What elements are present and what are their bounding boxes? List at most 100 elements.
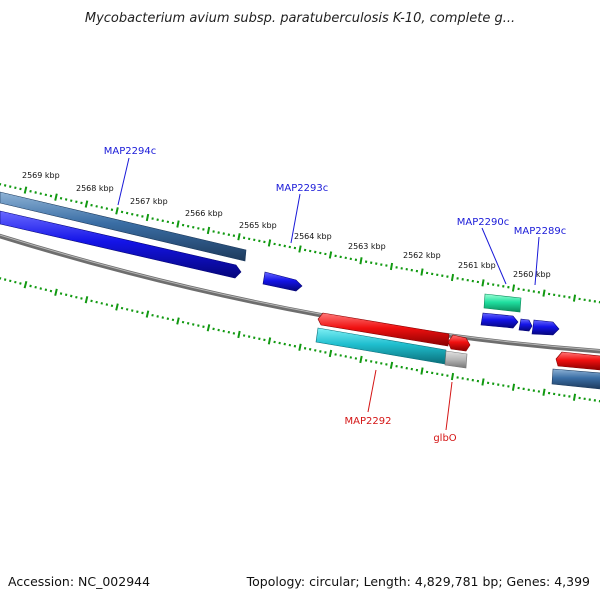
inner-minor-tick [217, 328, 220, 332]
inner-major-tick [450, 372, 455, 381]
outer-minor-tick [95, 205, 98, 208]
gene-bar-right-edge[interactable] [551, 368, 600, 390]
outer-major-tick [450, 273, 455, 282]
inner-minor-tick [283, 342, 286, 346]
inner-major-tick [328, 349, 333, 358]
gene-label-map2289c[interactable]: MAP2289c [514, 226, 566, 237]
outer-major-tick [328, 251, 333, 259]
outer-major-tick [420, 268, 424, 276]
inner-major-tick [359, 355, 363, 364]
outer-minor-tick [29, 189, 32, 193]
ruler-label-2568: 2568 kbp [76, 184, 114, 193]
inner-major-tick [54, 288, 58, 296]
outer-major-tick [542, 289, 546, 297]
cds-arrow-map2294c[interactable] [0, 210, 242, 279]
outer-minor-tick [166, 220, 170, 224]
inner-major-tick [23, 281, 28, 289]
cds-arrow-right-edge[interactable] [555, 351, 600, 371]
map-title: Mycobacterium avium subsp. paratuberculo… [85, 11, 515, 26]
outer-minor-tick [44, 193, 48, 197]
gene-bar-map2294c[interactable] [0, 191, 247, 262]
cds-arrow-glbo[interactable] [447, 334, 471, 352]
inner-major-tick [481, 378, 485, 386]
inner-minor-tick [202, 325, 205, 329]
inner-major-tick [389, 361, 394, 369]
inner-minor-tick [80, 297, 83, 300]
gene-label-map2294c[interactable]: MAP2294c [104, 146, 156, 157]
inner-minor-tick [90, 299, 93, 303]
inner-minor-tick [95, 300, 98, 304]
outer-minor-tick [217, 231, 220, 234]
outer-major-tick [389, 262, 394, 271]
inner-minor-tick [9, 279, 12, 283]
outer-minor-tick [9, 185, 12, 188]
gene-label-glbo[interactable]: glbO [433, 433, 456, 444]
outer-minor-tick [375, 262, 378, 265]
outer-minor-tick [247, 237, 251, 241]
inner-minor-tick [141, 311, 144, 315]
gene-label-map2292[interactable]: MAP2292 [345, 416, 392, 427]
inner-minor-tick [59, 292, 63, 295]
inner-minor-tick [14, 280, 17, 284]
inner-minor-tick [49, 289, 53, 293]
cds-arrow-map2292[interactable] [317, 312, 450, 347]
outer-minor-tick [64, 198, 68, 201]
inner-minor-tick [131, 309, 134, 312]
outer-minor-tick [14, 186, 17, 190]
forward-strand-features [315, 312, 600, 390]
inner-major-tick [420, 367, 424, 375]
outer-minor-tick [110, 208, 114, 212]
leader-map2293c [290, 193, 301, 244]
outer-minor-tick [90, 203, 93, 207]
outer-minor-tick [120, 210, 124, 214]
outer-minor-tick [105, 207, 109, 210]
inner-major-tick [267, 337, 272, 345]
rna-bar-map2290c[interactable] [483, 293, 522, 313]
outer-minor-tick [100, 206, 103, 209]
cds-arrow-map2289c[interactable] [531, 319, 560, 336]
cds-arrow-small[interactable] [518, 318, 533, 332]
outer-minor-tick [136, 213, 139, 217]
inner-minor-tick [19, 282, 22, 285]
outer-minor-tick [59, 196, 63, 200]
inner-minor-tick [186, 321, 190, 325]
outer-major-tick [115, 207, 119, 215]
inner-minor-tick [136, 310, 139, 314]
label-leaders [117, 157, 540, 431]
outer-major-tick [206, 226, 211, 235]
gene-label-map2290c[interactable]: MAP2290c [457, 217, 509, 228]
outer-minor-tick [314, 250, 317, 254]
accession-label: Accession: NC_002944 [8, 574, 150, 589]
outer-minor-tick [131, 212, 134, 216]
gene-bar-glbo[interactable] [444, 350, 468, 369]
outer-major-tick [84, 200, 89, 208]
outer-minor-tick [125, 211, 129, 215]
outer-minor-tick [34, 191, 37, 194]
outer-major-tick [237, 233, 241, 241]
inner-minor-tick [181, 320, 185, 324]
gene-label-map2293c[interactable]: MAP2293c [276, 183, 328, 194]
outer-minor-tick [197, 227, 200, 230]
outer-tick-track [0, 183, 600, 304]
inner-minor-tick [100, 302, 103, 305]
leader-map2292 [367, 369, 377, 413]
gene-labels: MAP2294c MAP2293c MAP2290c MAP2289c MAP2… [104, 146, 566, 444]
outer-minor-tick [75, 200, 78, 204]
inner-major-tick [84, 296, 89, 304]
inner-major-tick [206, 324, 211, 332]
outer-minor-tick [80, 201, 83, 205]
inner-minor-tick [197, 324, 200, 327]
ruler-label-2569: 2569 kbp [22, 171, 60, 180]
outer-minor-tick [227, 233, 231, 237]
cds-arrow-map2290c[interactable] [480, 312, 519, 329]
inner-minor-tick [44, 288, 48, 292]
outer-minor-tick [186, 224, 190, 228]
ruler-label-2562: 2562 kbp [403, 251, 441, 260]
cds-arrow-map2293c[interactable] [262, 271, 303, 292]
leader-map2290c [481, 227, 507, 285]
outer-major-tick [481, 279, 485, 287]
leader-map2289c [534, 236, 540, 286]
inner-tick-track [0, 277, 600, 403]
inner-minor-tick [344, 355, 347, 358]
